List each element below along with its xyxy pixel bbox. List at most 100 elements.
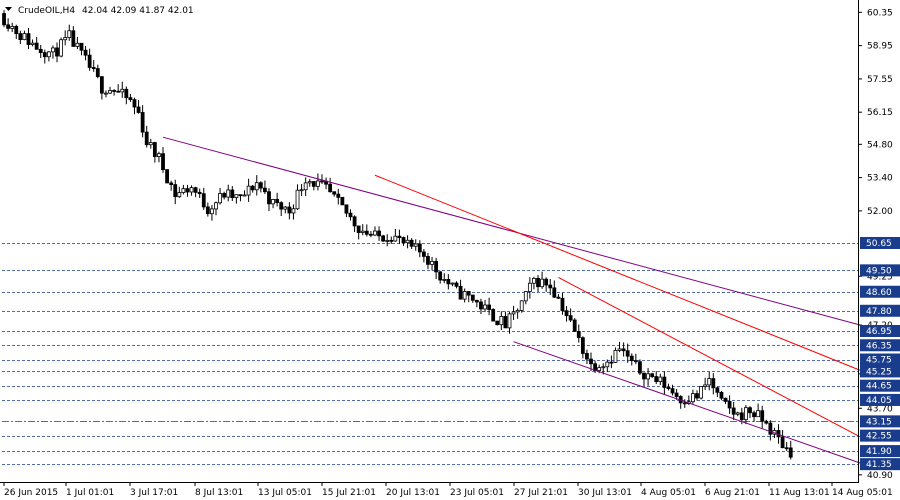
level-badge-label: 44.05 — [866, 396, 892, 406]
candle-body — [185, 188, 190, 193]
y-tick-label: 53.40 — [867, 174, 893, 184]
level-badge-label: 50.65 — [866, 239, 892, 249]
level-badge — [860, 458, 900, 471]
candle-body — [483, 304, 487, 310]
candle-body — [360, 230, 365, 233]
level-badge — [860, 264, 900, 277]
candle-body — [788, 447, 793, 458]
candle-body — [295, 189, 300, 210]
candle-body — [71, 30, 76, 47]
candle-body — [201, 193, 206, 208]
candle-body — [519, 300, 524, 311]
candle-body — [136, 106, 141, 113]
level-badge-label: 43.15 — [866, 417, 892, 427]
candle-body — [75, 42, 80, 47]
candle-body — [332, 191, 337, 195]
candle-body — [434, 260, 439, 273]
trendline — [513, 341, 861, 464]
level-badge — [860, 339, 900, 352]
candle-body — [246, 185, 251, 196]
candle-body — [328, 183, 333, 193]
dropdown-triangle-icon[interactable] — [5, 7, 12, 11]
candle-body — [169, 182, 174, 185]
candle-body — [303, 182, 308, 191]
candle-body — [409, 239, 414, 247]
candle-body — [22, 33, 27, 41]
candle-body — [548, 284, 553, 289]
candle-body — [364, 230, 369, 235]
candle-body — [10, 25, 15, 29]
candle-body — [267, 191, 271, 205]
candle-body — [735, 412, 740, 415]
candle-body — [666, 387, 671, 389]
candle-body — [140, 112, 145, 133]
candle-body — [617, 348, 622, 351]
trendline — [374, 174, 861, 371]
candle-body — [275, 199, 280, 204]
candle-body — [707, 378, 712, 386]
candle-body — [450, 282, 455, 285]
x-tick-label: 26 Jun 2015 — [4, 488, 58, 498]
candle-body — [764, 420, 769, 424]
candle-body — [413, 243, 418, 247]
x-tick-label: 15 Jul 21:01 — [322, 488, 376, 498]
candle-body — [442, 279, 447, 281]
chart-header: CrudeOIL,H4 42.04 42.09 41.87 42.01 — [5, 6, 194, 16]
candle-body — [654, 376, 659, 382]
candle-body — [462, 291, 467, 300]
candle-body — [222, 193, 227, 198]
level-badge-label: 45.25 — [866, 367, 892, 377]
candle-body — [560, 297, 565, 312]
candle-body — [739, 412, 744, 421]
candle-body — [14, 25, 19, 35]
candle-body — [299, 189, 304, 192]
candle-body — [515, 310, 520, 313]
candle-body — [544, 278, 549, 286]
candle-body — [711, 378, 716, 389]
candle-body — [719, 391, 724, 399]
candle-body — [165, 169, 169, 184]
level-badge-label: 48.60 — [866, 288, 892, 298]
candle-body — [430, 260, 434, 265]
candle-body — [466, 291, 471, 296]
candle-body — [609, 361, 614, 364]
candle-body — [499, 316, 504, 326]
candle-body — [177, 192, 182, 198]
level-badge — [860, 365, 900, 378]
candle-body — [723, 397, 728, 402]
level-badge — [860, 445, 900, 458]
candle-body — [731, 407, 736, 415]
level-badge-label: 45.75 — [866, 356, 892, 366]
candle-body — [629, 355, 634, 362]
candle-body — [340, 196, 345, 206]
candle-body — [564, 310, 569, 317]
level-badge-label: 41.35 — [866, 460, 892, 470]
candle-body — [30, 42, 35, 45]
candle-body — [218, 193, 222, 204]
symbol-label: CrudeOIL,H4 — [18, 6, 75, 16]
level-badge — [860, 379, 900, 392]
candle-body — [148, 142, 153, 146]
y-tick-label: 40.90 — [867, 471, 893, 481]
x-tick-label: 27 Jul 21:01 — [514, 488, 568, 498]
level-badge-label: 44.65 — [866, 382, 892, 392]
candle-body — [585, 353, 589, 360]
candle-body — [377, 230, 381, 237]
candle-body — [205, 206, 210, 215]
x-tick-label: 8 Jul 13:01 — [195, 488, 243, 498]
candle-body — [120, 88, 125, 93]
candle-body — [320, 180, 324, 183]
level-badge — [860, 353, 900, 366]
candle-body — [95, 68, 100, 78]
level-badge-label: 47.80 — [866, 307, 892, 317]
candle-body — [646, 373, 650, 380]
candle-body — [26, 33, 31, 45]
y-tick-label: 52.00 — [867, 207, 893, 217]
candle-body — [234, 194, 239, 199]
candle-body — [79, 42, 84, 51]
candle-body — [633, 360, 638, 363]
candle-body — [748, 407, 752, 414]
candle-body — [6, 24, 11, 29]
